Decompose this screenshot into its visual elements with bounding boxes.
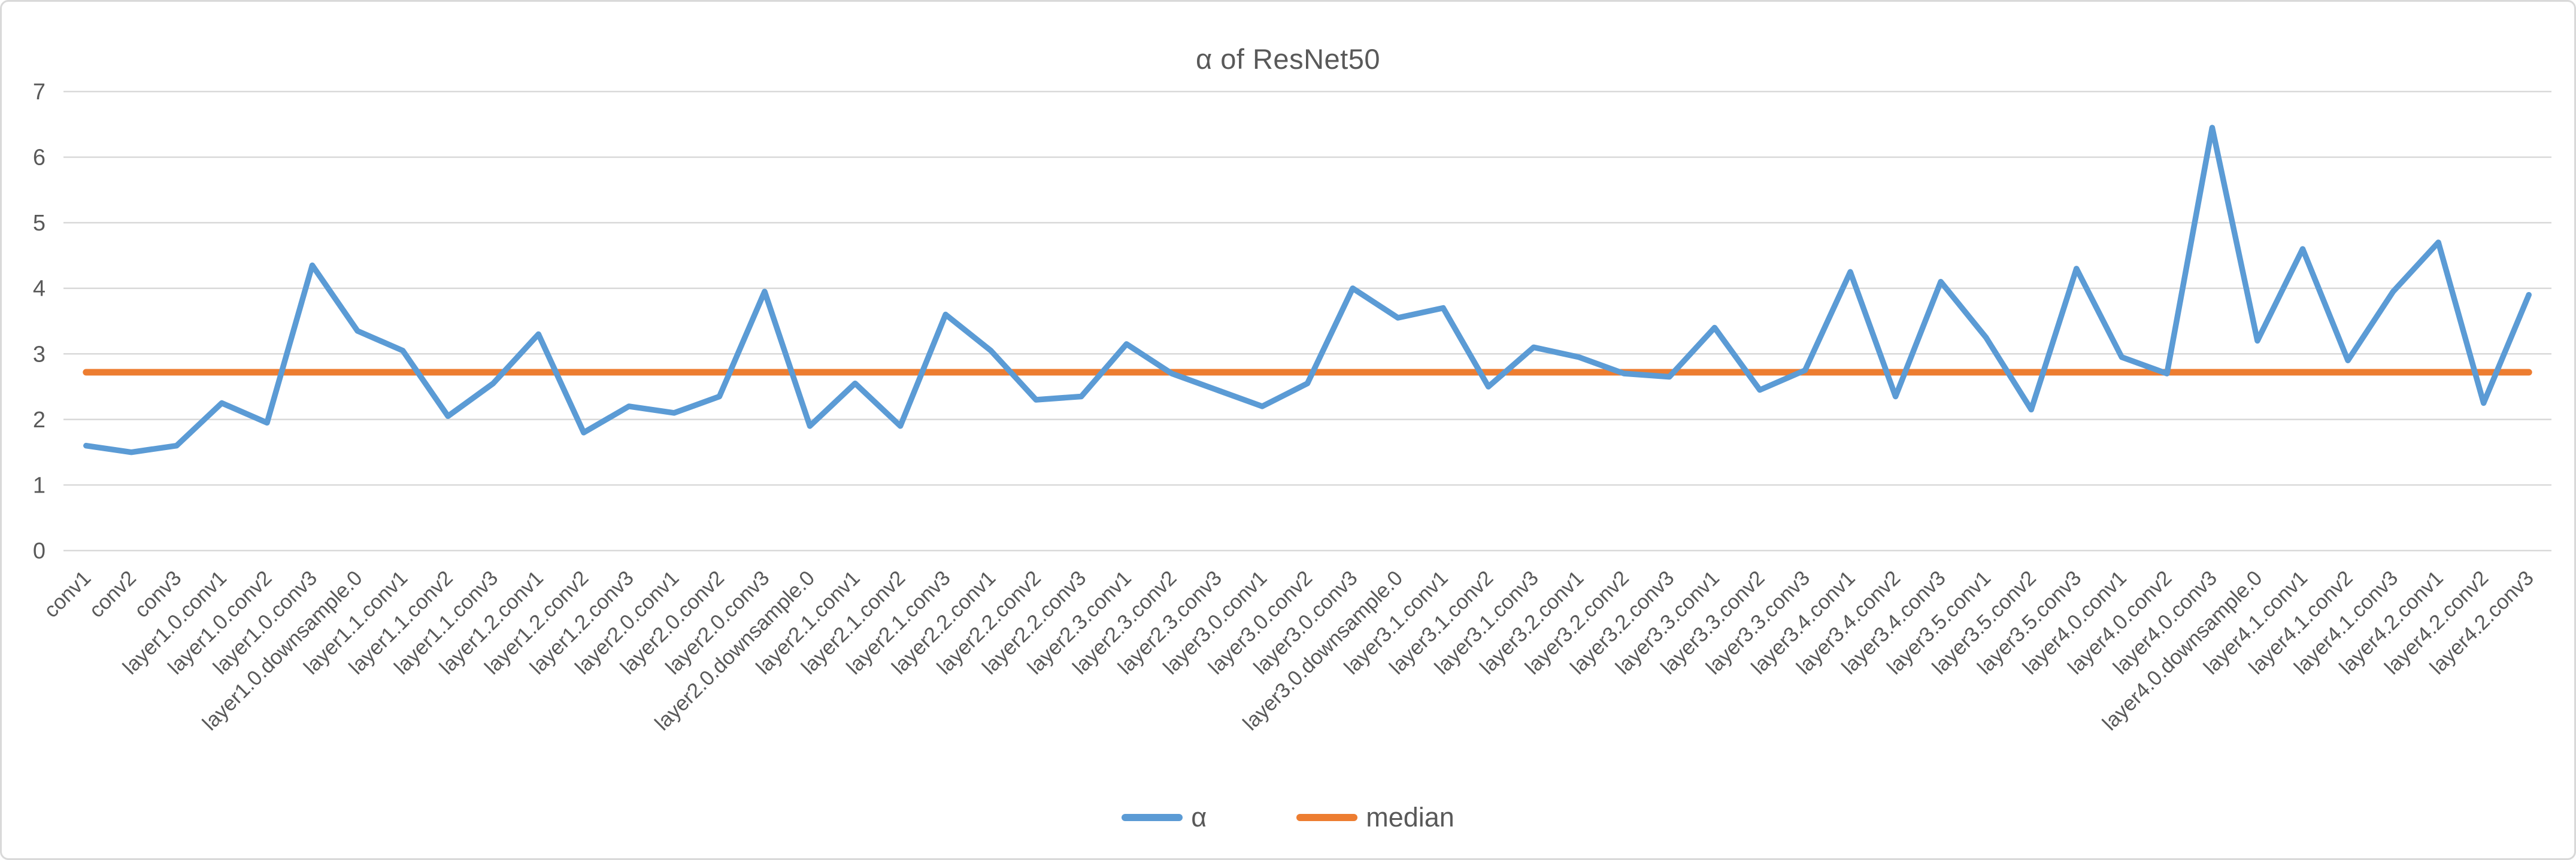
median-series-swatch-icon <box>1296 814 1358 821</box>
chart-legend: α median <box>2 802 2574 833</box>
y-tick-label: 1 <box>33 473 46 498</box>
legend-label-median: median <box>1366 802 1454 832</box>
legend-item-median: median <box>1296 802 1454 833</box>
y-tick-label: 0 <box>33 539 46 564</box>
y-tick-label: 3 <box>33 342 46 367</box>
y-tick-label: 7 <box>33 80 46 105</box>
alpha-series-swatch-icon <box>1122 814 1183 821</box>
alpha-series-line <box>83 124 2532 455</box>
legend-item-alpha: α <box>1122 802 1207 833</box>
y-tick-label: 4 <box>33 276 46 302</box>
y-tick-label: 5 <box>33 211 46 236</box>
y-tick-label: 6 <box>33 145 46 171</box>
x-tick-label: conv2 <box>84 566 141 622</box>
y-tick-label: 2 <box>33 408 46 433</box>
chart-title: α of ResNet50 <box>1196 43 1380 75</box>
x-tick-label: conv1 <box>40 566 96 622</box>
legend-label-alpha: α <box>1191 802 1207 832</box>
